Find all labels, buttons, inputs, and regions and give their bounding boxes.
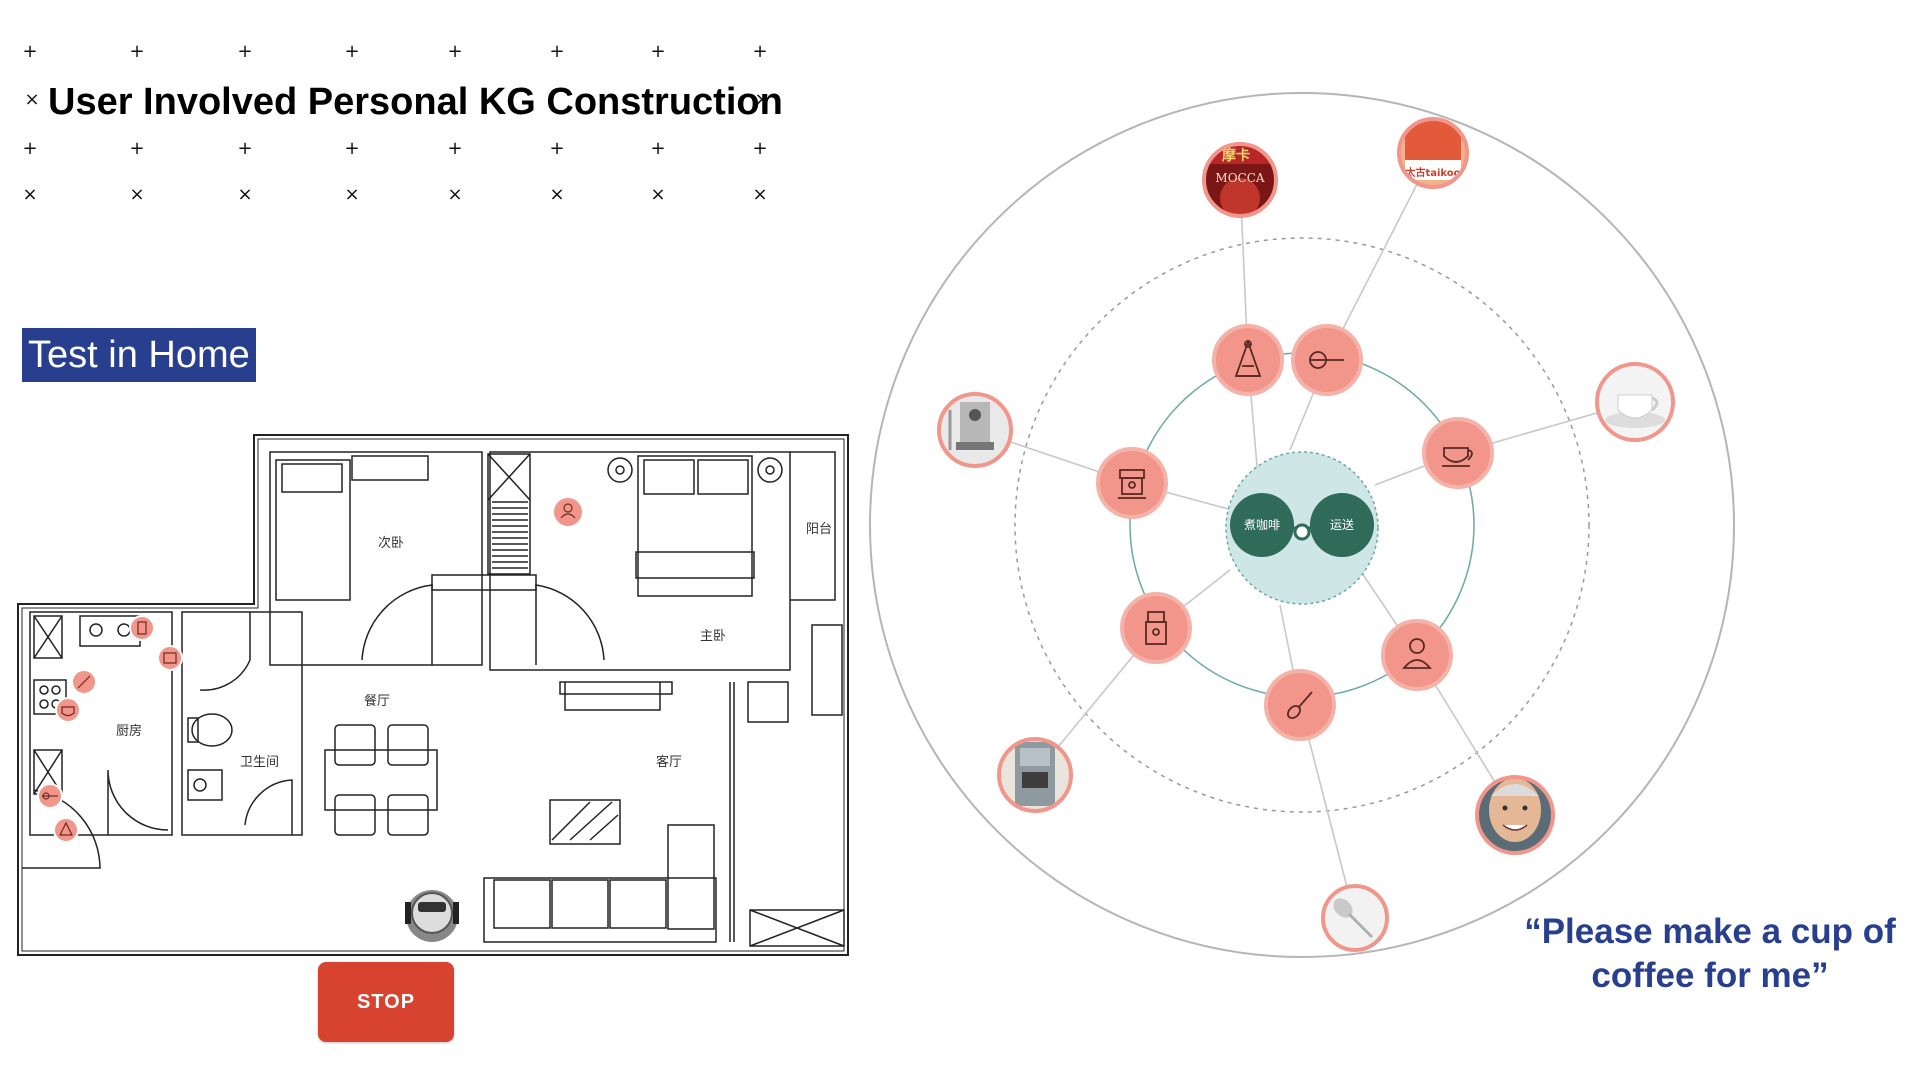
mocca-coffee-photo[interactable]: 摩卡 MOCCA [1200, 140, 1280, 220]
svg-text:太古taikoo: 太古taikoo [1404, 166, 1460, 179]
white-cup-photo[interactable] [1595, 362, 1675, 442]
grid-mark: × [754, 89, 770, 110]
grid-mark: + [237, 138, 253, 159]
room-label-balcony: 阳台 [806, 522, 832, 537]
coffee-machine-node[interactable] [1096, 447, 1168, 519]
grid-mark: + [447, 41, 463, 62]
coffee-machine-marker[interactable] [157, 645, 183, 671]
grid-mark: + [22, 138, 38, 159]
robot-icon [405, 890, 459, 942]
user-request-quote: “Please make a cup of coffee for me” [1524, 912, 1896, 995]
room-label-bathroom: 卫生间 [240, 755, 279, 770]
page-title: User Involved Personal KG Construction [48, 81, 783, 123]
grid-mark: + [549, 138, 565, 159]
grid-mark: + [129, 41, 145, 62]
room-label-dining: 餐厅 [364, 693, 390, 709]
grid-mark: × [237, 184, 253, 205]
spoon-photo[interactable] [1320, 884, 1390, 955]
grid-mark: + [752, 41, 768, 62]
water-dispenser-marker[interactable] [129, 615, 155, 641]
floor-plan: 次卧 主卧 阳台 餐厅 厨房 卫生间 客厅 [17, 434, 849, 956]
person-icon [1402, 638, 1432, 669]
room-label-master-bedroom: 主卧 [700, 629, 726, 644]
room-label-living: 客厅 [656, 754, 682, 770]
espresso-machine-photo[interactable] [935, 390, 1015, 470]
taikoo-sugar-photo[interactable]: 太古taikoo [1395, 115, 1475, 195]
outer-ring [869, 92, 1735, 958]
grid-mark: × [752, 184, 768, 205]
grid-mark: + [549, 41, 565, 62]
grinder-node[interactable] [1212, 324, 1284, 396]
center-node-brew-coffee[interactable] [1230, 493, 1294, 557]
grid-mark: + [344, 41, 360, 62]
grid-mark: + [129, 138, 145, 159]
grid-mark: × [447, 184, 463, 205]
person-node[interactable] [1381, 619, 1453, 691]
elderly-man-photo[interactable] [1475, 775, 1555, 855]
test-in-home-badge: Test in Home [22, 328, 256, 382]
coffee-machine-icon [1118, 469, 1146, 499]
cup-marker[interactable] [55, 697, 81, 723]
grid-mark: × [650, 184, 666, 205]
grinder-marker[interactable] [53, 817, 79, 843]
grid-mark: × [24, 89, 40, 110]
room-label-kitchen: 厨房 [116, 723, 142, 739]
grinder-icon [1234, 339, 1262, 377]
grid-mark: × [549, 184, 565, 205]
middle-ring [1014, 237, 1590, 813]
water-dispenser-node[interactable] [1120, 592, 1192, 664]
grid-mark: + [650, 138, 666, 159]
grid-mark: + [752, 138, 768, 159]
center-node-deliver[interactable] [1310, 493, 1374, 557]
svg-text:MOCCA: MOCCA [1215, 171, 1264, 185]
stop-button[interactable]: STOP [318, 962, 454, 1042]
water-dispenser-icon [1145, 611, 1167, 645]
cup-node[interactable] [1422, 417, 1494, 489]
grid-mark: + [447, 138, 463, 159]
grid-mark: + [650, 41, 666, 62]
scoop-icon [1309, 351, 1344, 369]
grid-mark: × [344, 184, 360, 205]
water-dispenser-photo[interactable] [995, 735, 1075, 815]
center-node-deliver-label: 运送 [1330, 517, 1354, 532]
room-label-second-bedroom: 次卧 [378, 535, 404, 551]
grid-mark: × [129, 184, 145, 205]
grid-mark: + [344, 138, 360, 159]
svg-text:摩卡: 摩卡 [1222, 147, 1250, 164]
cup-icon [1442, 447, 1473, 467]
spoon-icon [1287, 691, 1313, 719]
knowledge-graph: 煮咖啡 运送 摩卡 MOCCA 太古t [869, 92, 1735, 958]
grid-mark: + [237, 41, 253, 62]
grid-mark: × [22, 184, 38, 205]
center-node-brew-coffee-label: 煮咖啡 [1244, 517, 1280, 532]
grid-mark: + [22, 41, 38, 62]
